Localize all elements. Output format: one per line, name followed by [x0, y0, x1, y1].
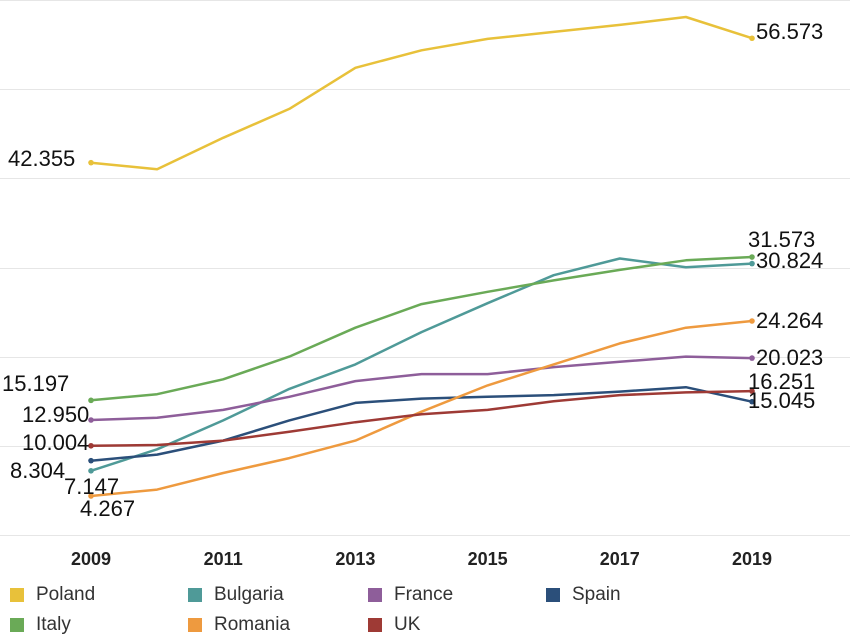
point-bulgaria-start [88, 467, 94, 474]
data-label-spain-end: 15.045 [748, 388, 815, 413]
legend-item-bulgaria: Bulgaria [188, 583, 284, 607]
series-lines [89, 15, 754, 498]
legend-item-romania: Romania [188, 613, 290, 637]
x-tick-label: 2009 [71, 549, 111, 569]
data-label-italy-start: 15.197 [2, 371, 69, 396]
point-romania-start [88, 493, 94, 499]
data-label-france-end: 20.023 [756, 345, 823, 370]
data-label-spain-start: 8.304 [10, 458, 65, 483]
point-bulgaria-end [749, 260, 755, 267]
point-romania-end [749, 318, 755, 324]
legend-label: Bulgaria [214, 584, 284, 605]
data-label-bulgaria-end: 30.824 [756, 248, 823, 273]
x-tick-label: 2015 [468, 549, 508, 569]
x-tick-label: 2011 [204, 549, 243, 569]
x-tick-label: 2013 [335, 549, 375, 569]
series-line-italy [89, 255, 754, 402]
legend-label: Italy [36, 614, 71, 635]
legend-item-france: France [368, 583, 453, 607]
series-line-france [89, 355, 754, 422]
legend-item-poland: Poland [10, 583, 95, 607]
legend-swatch [188, 618, 202, 632]
legend-label: Romania [214, 614, 291, 635]
legend-swatch [546, 588, 560, 602]
legend-swatch [10, 588, 24, 602]
gridlines [0, 0, 850, 536]
point-uk-start [88, 442, 94, 449]
point-spain-end [749, 398, 755, 405]
data-label-poland-end: 56.573 [756, 19, 823, 44]
x-tick-label: 2019 [732, 549, 772, 569]
data-label-bulgaria-start: 7.147 [64, 474, 119, 499]
legend: Poland Bulgaria France Spain Italy Romania UK [0, 580, 850, 637]
point-france-start [88, 417, 94, 423]
legend-label: Poland [36, 584, 96, 605]
series-line-romania [89, 319, 754, 498]
data-label-poland-start: 42.355 [8, 146, 75, 171]
point-italy-start [88, 397, 94, 404]
data-label-france-start: 12.950 [22, 402, 89, 427]
legend-label: France [394, 584, 454, 605]
line-chart: 2009 2011 2013 2015 2017 2019 42.355 56.573 7.1… [0, 0, 850, 569]
legend-label: UK [394, 614, 421, 635]
series-line-uk [89, 389, 754, 448]
legend-item-uk: UK [368, 613, 420, 637]
point-france-end [749, 355, 755, 361]
series-endpoints [88, 35, 755, 499]
data-label-romania-start: 4.267 [80, 496, 135, 521]
point-spain-start [88, 457, 94, 464]
data-label-uk-end: 16.251 [748, 369, 815, 394]
point-uk-end [749, 388, 755, 394]
series-line-spain [89, 385, 754, 462]
data-labels: 42.355 56.573 7.147 30.824 12.950 20.023 8.304… [2, 19, 823, 521]
legend-swatch [188, 588, 202, 602]
series-line-bulgaria [89, 257, 754, 473]
data-label-uk-start: 10.004 [22, 430, 89, 455]
x-axis-tick-labels: 2009 2011 2013 2015 2017 2019 [71, 549, 772, 569]
legend-item-italy: Italy [10, 613, 71, 637]
data-label-italy-end: 31.573 [748, 227, 815, 252]
point-poland-start [88, 159, 94, 166]
x-tick-label: 2017 [600, 549, 640, 569]
data-label-romania-end: 24.264 [756, 308, 823, 333]
point-italy-end [749, 254, 755, 260]
legend-swatch [368, 588, 382, 602]
legend-swatch [368, 618, 382, 632]
point-poland-end [749, 35, 755, 42]
legend-label: Spain [572, 584, 621, 605]
legend-item-spain: Spain [546, 583, 621, 607]
legend-swatch [10, 618, 24, 632]
series-line-poland [89, 15, 754, 171]
